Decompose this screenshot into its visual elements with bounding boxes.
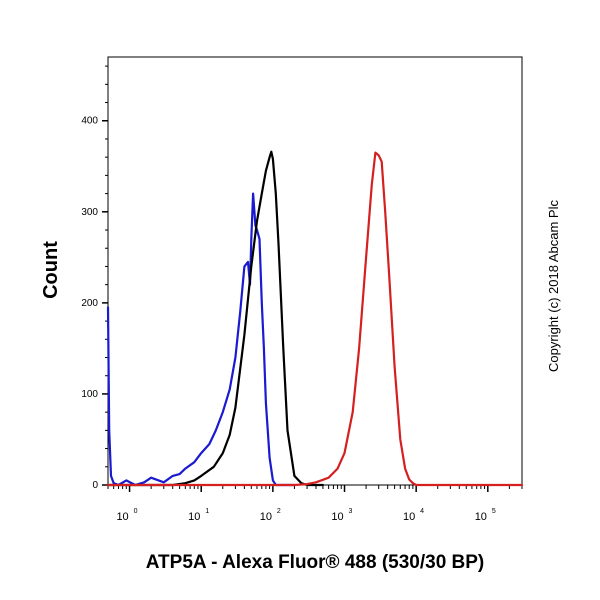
y-axis: 0 100 200 300 400 [81, 65, 108, 491]
x-tick-label: 10 [403, 511, 415, 523]
x-tick-exponent: 0 [134, 508, 138, 515]
y-axis-label: Count [40, 241, 62, 299]
plot-frame [107, 56, 523, 486]
x-tick-exponent: 5 [492, 508, 496, 515]
y-tick-label: 400 [81, 116, 98, 127]
x-tick-label: 10 [331, 511, 343, 523]
series-line-1 [106, 192, 296, 487]
x-tick-exponent: 2 [277, 508, 281, 515]
x-axis-label: ATP5A - Alexa Fluor® 488 (530/30 BP) [145, 552, 485, 573]
y-tick-label: 300 [81, 207, 98, 218]
x-tick-exponent: 1 [205, 508, 209, 515]
series-group [106, 150, 524, 487]
series-line-2 [106, 150, 324, 487]
x-tick-label: 10 [475, 511, 487, 523]
y-tick-label: 100 [81, 389, 98, 400]
x-tick-label: 10 [116, 511, 128, 523]
series-line-3 [106, 151, 524, 487]
copyright-notice: Copyright (c) 2018 Abcam Plc [546, 200, 561, 372]
x-tick-exponent: 3 [349, 508, 353, 515]
x-axis: 10 0 10 1 10 2 10 3 10 4 10 5 [107, 485, 523, 523]
y-tick-label: 0 [92, 480, 98, 491]
x-tick-label: 10 [260, 511, 272, 523]
x-tick-exponent: 4 [420, 508, 424, 515]
x-tick-label: 10 [188, 511, 200, 523]
y-tick-label: 200 [81, 298, 98, 309]
